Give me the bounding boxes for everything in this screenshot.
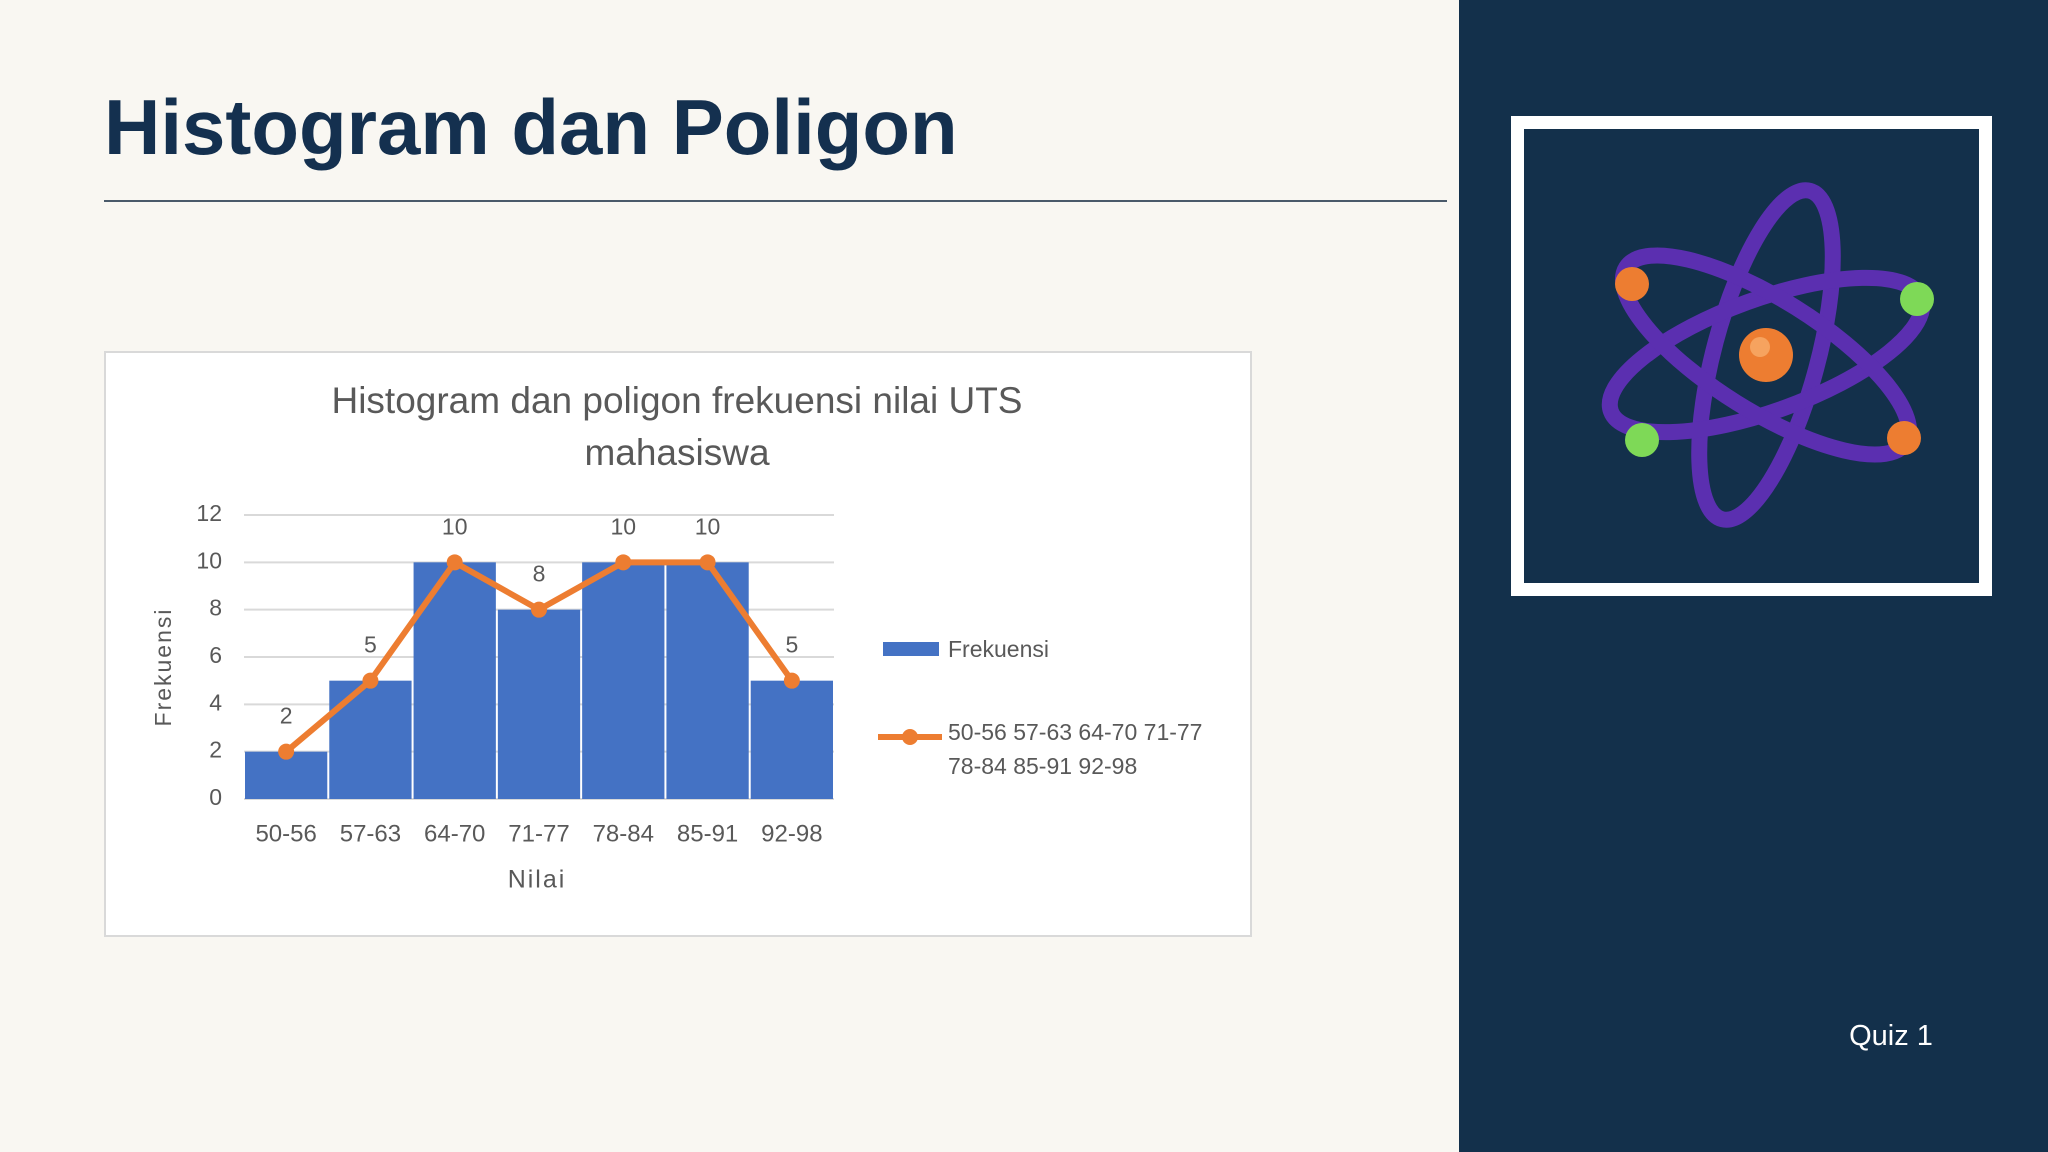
line-marker [615, 554, 632, 571]
data-label: 10 [695, 513, 721, 539]
bar [582, 562, 665, 799]
x-axis-label: Nilai [508, 866, 567, 894]
legend-label: 50-56 57-63 64-70 71-77 78-84 85-91 92-9… [948, 719, 1203, 779]
data-label: 10 [442, 513, 468, 539]
x-tick-label: 50-56 [255, 820, 316, 847]
line-marker [783, 672, 800, 689]
y-tick-label: 12 [196, 500, 222, 526]
y-tick-label: 8 [209, 595, 222, 621]
bar [497, 609, 581, 799]
y-tick-label: 2 [209, 737, 222, 763]
slide-title: Histogram dan Poligon [104, 83, 958, 171]
electron [1625, 423, 1659, 457]
electron [1887, 421, 1921, 455]
atom-illustration [1601, 182, 1934, 528]
line-marker [362, 672, 379, 689]
divider [104, 200, 1447, 202]
chart: Histogram dan poligon frekuensi nilai UT… [150, 380, 1022, 894]
slide-footer: Quiz 1 [1849, 1020, 1933, 1052]
data-label: 5 [364, 632, 377, 658]
y-tick-label: 6 [209, 642, 222, 668]
data-label: 8 [533, 561, 546, 587]
x-tick-label: 92-98 [761, 820, 822, 847]
y-axis-label: Frekuensi [150, 608, 176, 727]
line-marker [446, 554, 463, 571]
nucleus-highlight [1750, 337, 1770, 357]
chart-container: Histogram dan poligon frekuensi nilai UT… [104, 351, 1252, 937]
x-tick-label: 64-70 [424, 820, 485, 847]
chart-title: Histogram dan poligon frekuensi nilai UT… [331, 380, 1022, 473]
bar [750, 680, 833, 799]
electron [1900, 282, 1934, 316]
bar [329, 680, 412, 799]
legend-label: Frekuensi [948, 636, 1049, 662]
data-label: 10 [610, 513, 636, 539]
y-tick-label: 10 [196, 547, 222, 573]
x-tick-label: 57-63 [340, 820, 401, 847]
legend-swatch [883, 642, 939, 656]
data-label: 5 [785, 632, 798, 658]
x-tick-label: 71-77 [508, 820, 569, 847]
x-tick-label: 78-84 [593, 820, 654, 847]
line-marker [699, 554, 716, 571]
legend-swatch [902, 729, 918, 745]
y-tick-label: 0 [209, 784, 222, 810]
x-tick-label: 85-91 [677, 820, 738, 847]
line-marker [278, 743, 295, 760]
image-frame [1511, 116, 1992, 596]
electron [1615, 267, 1649, 301]
data-label: 2 [280, 703, 293, 729]
y-tick-label: 4 [209, 689, 222, 715]
line-marker [531, 601, 547, 618]
